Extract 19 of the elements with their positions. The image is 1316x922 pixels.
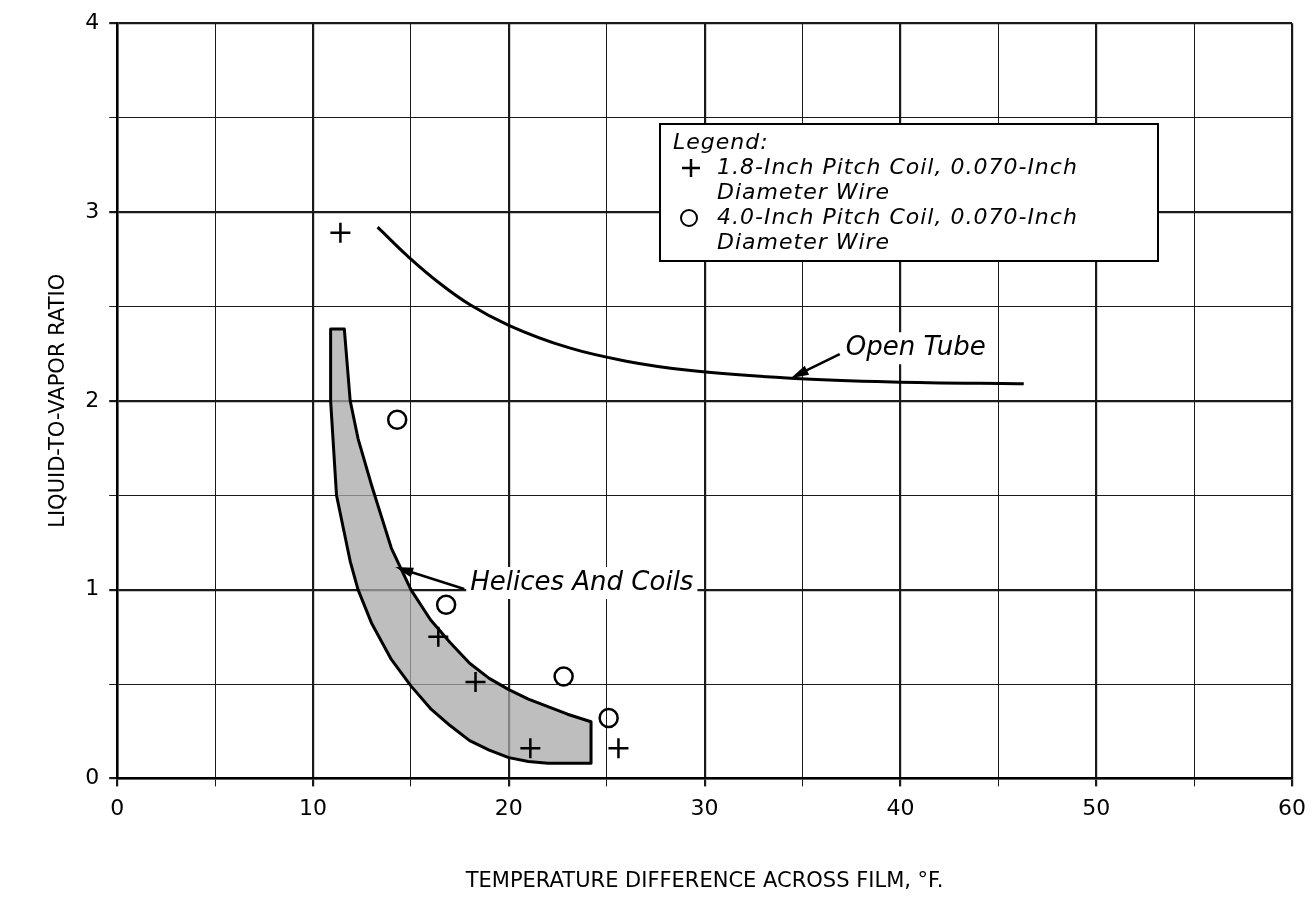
y-tick-label: 1	[85, 575, 100, 601]
x-tick-label: 10	[299, 795, 327, 821]
legend-label: 1.8-Inch Pitch Coil, 0.070-Inch Diameter Wire	[717, 154, 1079, 205]
x-tick-label: 60	[1278, 795, 1306, 821]
x-tick-label: 30	[690, 795, 719, 821]
x-tick-label: 50	[1082, 795, 1111, 821]
x-tick-label: 40	[886, 795, 915, 821]
y-tick-label: 4	[85, 8, 100, 34]
y-tick-label: 0	[85, 764, 100, 790]
annotation: Helices And Coils	[470, 565, 694, 596]
x-axis-title: TEMPERATURE DIFFERENCE ACROSS FILM, °F.	[464, 867, 944, 892]
y-tick-label: 2	[85, 386, 100, 412]
x-tick-label: 0	[110, 795, 125, 821]
y-tick-label: 3	[85, 197, 100, 223]
annotation: Open Tube	[845, 330, 986, 361]
x-tick-label: 20	[494, 795, 523, 821]
legend-label: 4.0-Inch Pitch Coil, 0.070-Inch Diameter Wire	[717, 204, 1079, 255]
y-axis-title: LIQUID-TO-VAPOR RATIO	[45, 273, 70, 528]
legend-title: Legend:	[673, 129, 770, 155]
